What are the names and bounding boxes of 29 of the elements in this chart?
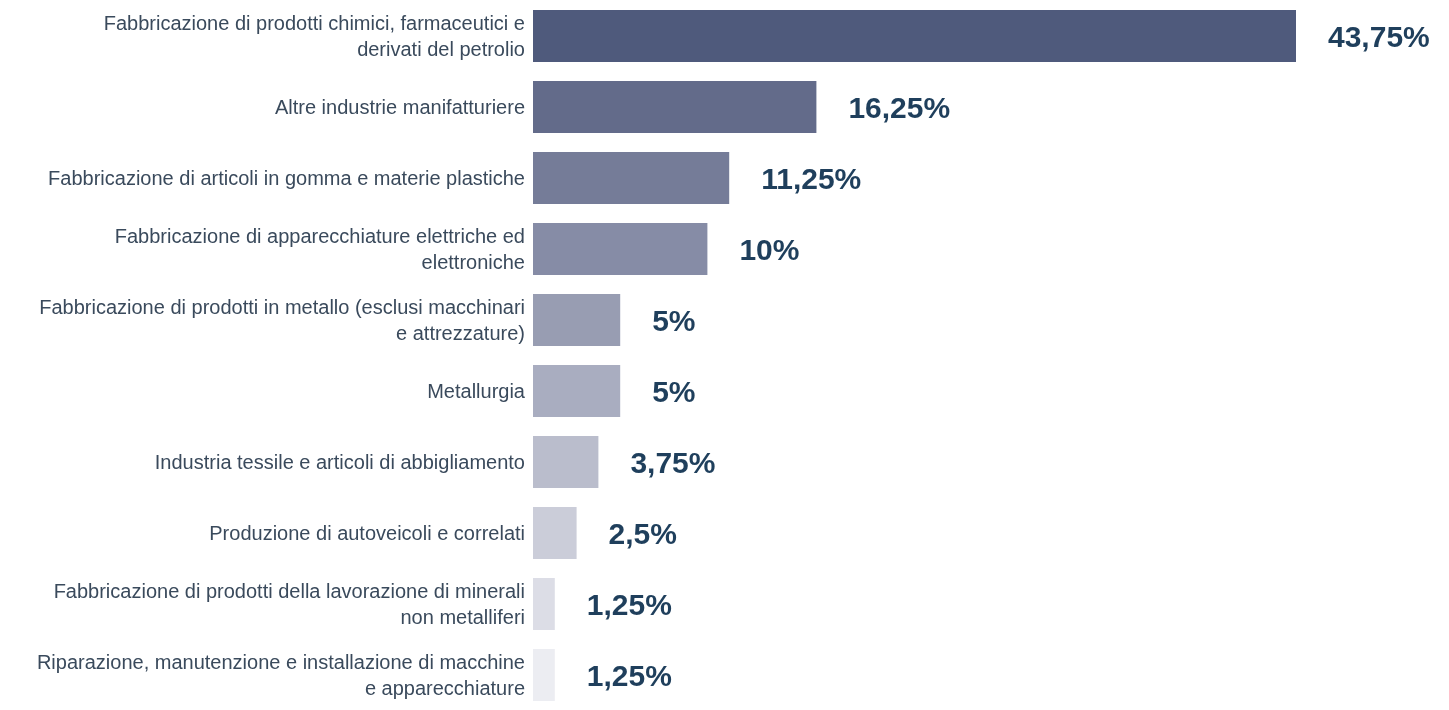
bar [533, 81, 817, 133]
y-tick-label: Fabbricazione di prodotti della lavorazione di minerali non metalliferi [53, 579, 525, 628]
bar [533, 365, 621, 417]
data-label: 2,5% [608, 516, 677, 550]
data-label: 5% [652, 374, 696, 408]
y-tick-label: Riparazione, manutenzione e installazione di macchine e apparecchiature [36, 650, 525, 699]
bar [533, 507, 577, 559]
y-tick-label: Fabbricazione di articoli in gomma e materie plastiche [48, 166, 525, 189]
y-tick-label: Produzione di autoveicoli e correlati [209, 521, 525, 544]
y-tick-label: Fabbricazione di prodotti in metallo (esclusi macchinari e attrezzature) [39, 295, 525, 344]
bar [533, 578, 555, 630]
y-tick-label: Altre industrie manifatturiere [274, 95, 525, 118]
data-label: 11,25% [761, 161, 862, 195]
y-tick-label: Industria tessile e articoli di abbigliamento [154, 450, 525, 473]
y-tick-label: Fabbricazione di apparecchiature elettriche ed elettroniche [114, 224, 525, 273]
data-label: 16,25% [848, 90, 951, 124]
bar [533, 10, 1296, 62]
y-tick-label: Metallurgia [427, 379, 526, 402]
data-label: 1,25% [586, 587, 672, 621]
data-label: 5% [652, 303, 696, 337]
bar [533, 152, 730, 204]
data-label: 3,75% [630, 445, 716, 479]
y-tick-label: Fabbricazione di prodotti chimici, farmaceutici e derivati del petrolio [103, 11, 525, 60]
bar [533, 436, 599, 488]
data-label: 10% [739, 232, 800, 266]
data-label: 43,75% [1328, 19, 1430, 53]
data-label: 1,25% [586, 658, 672, 692]
bar [533, 294, 621, 346]
bar [533, 223, 708, 275]
